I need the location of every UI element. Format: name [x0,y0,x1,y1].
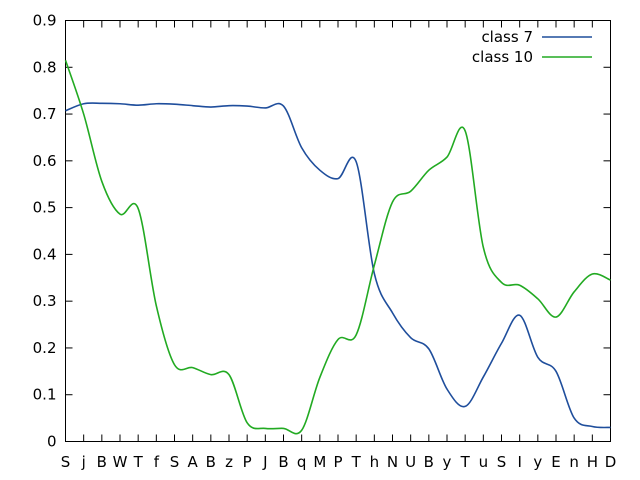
plot-frame [65,20,611,442]
x-tick-label: f [154,453,160,471]
y-tick-label: 0.7 [33,105,57,123]
x-tick-label: P [333,453,342,471]
y-tick-label: 0.4 [33,245,57,263]
x-tick-label: y [533,453,542,471]
x-tick-label: S [61,453,71,471]
y-tick-label: 0.2 [33,339,57,357]
x-tick-label: H [587,453,598,471]
x-tick-label: n [569,453,579,471]
x-tick-label: A [188,453,199,471]
x-tick-label: E [551,453,560,471]
y-tick-label: 0.1 [33,386,57,404]
x-tick-label: M [313,453,326,471]
y-axis: 0 0.1 0.2 0.3 0.4 0.5 0.6 0.7 0.8 0.9 [33,12,611,451]
y-tick-label: 0.8 [33,58,57,76]
x-tick-label: y [443,453,452,471]
y-tick-label: 0.5 [33,199,57,217]
series-line-class-10 [64,60,611,435]
x-tick-label: B [97,453,107,471]
legend-label: class 10 [472,48,533,66]
x-tick-label: T [351,453,362,471]
x-tick-label: z [225,453,233,471]
x-tick-label: W [113,453,128,471]
x-tick-label: N [387,453,398,471]
x-tick-label: B [424,453,434,471]
series-group [64,60,611,435]
x-tick-label: P [243,453,252,471]
legend: class 7 class 10 [472,28,592,66]
x-tick-label: q [297,453,307,471]
x-tick-label: S [497,453,507,471]
x-tick-label: U [405,453,416,471]
x-tick-label: u [479,453,489,471]
y-tick-label: 0 [47,433,57,451]
x-tick-label: S [170,453,180,471]
x-tick-label: B [206,453,216,471]
x-tick-label: T [133,453,144,471]
x-tick-label: J [262,453,267,471]
x-tick-label: D [605,453,617,471]
y-tick-label: 0.3 [33,292,57,310]
x-tick-label: T [460,453,471,471]
y-tick-label: 0.9 [33,12,57,30]
x-tick-label: j [81,453,86,471]
x-tick-label: I [517,453,521,471]
series-line-class-7 [65,102,611,429]
x-tick-label: B [278,453,288,471]
legend-label: class 7 [481,28,533,46]
x-tick-label: h [370,453,380,471]
y-tick-label: 0.6 [33,152,57,170]
